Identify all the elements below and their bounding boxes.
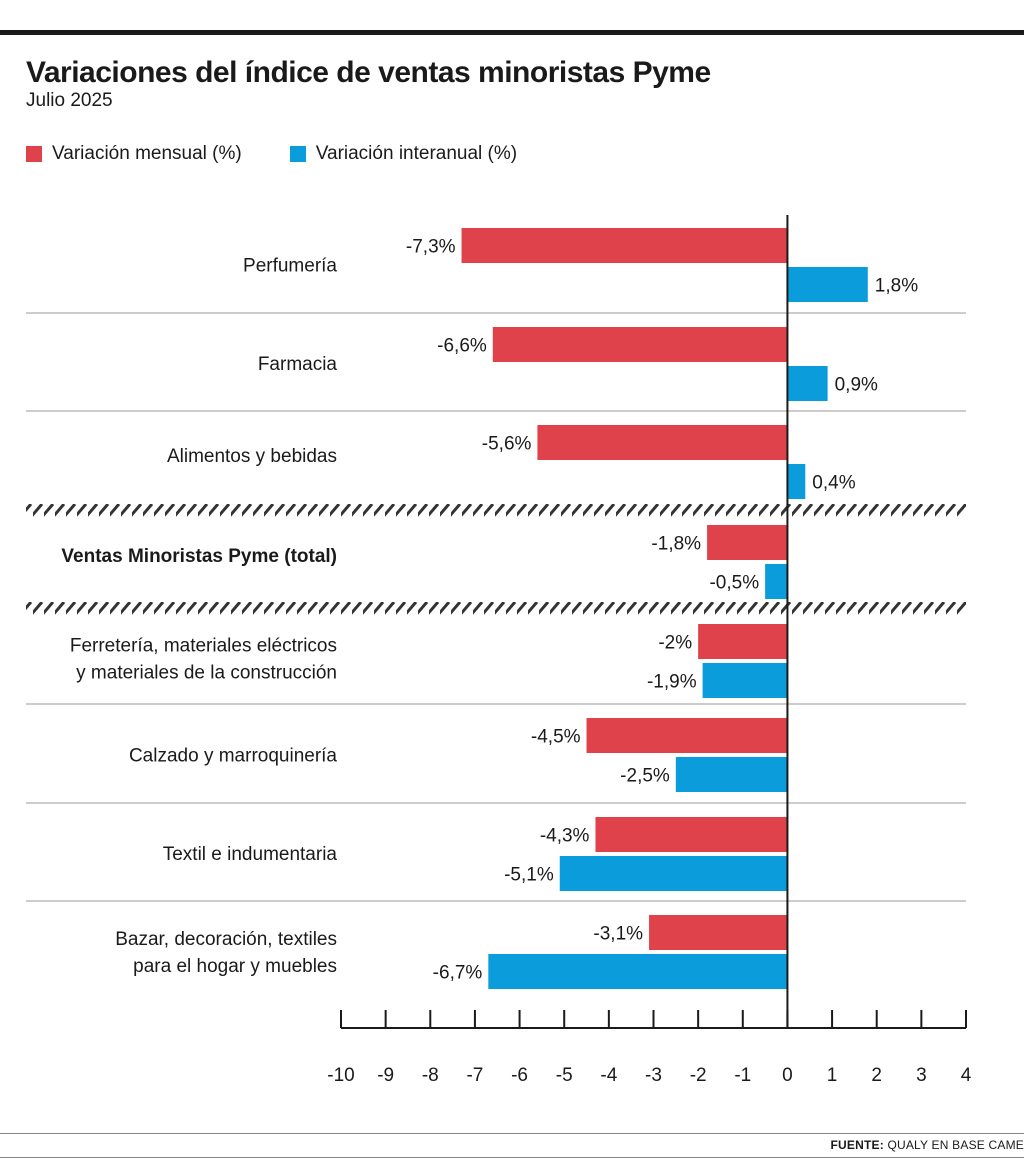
footer-rule-bottom	[0, 1157, 1024, 1158]
x-tick-label: -3	[645, 1065, 662, 1086]
hatched-divider	[26, 503, 966, 517]
legend-swatch-monthly	[26, 146, 42, 162]
data-label: -0,5%	[709, 573, 759, 594]
data-label: -5,1%	[504, 865, 554, 886]
category-label: Ventas Minoristas Pyme (total)	[61, 546, 337, 567]
x-tick-label: -2	[690, 1065, 707, 1086]
x-tick-label: -6	[511, 1065, 528, 1086]
data-label: -1,8%	[651, 534, 701, 555]
x-tick-label: -7	[466, 1065, 483, 1086]
bar	[649, 915, 788, 950]
bar	[461, 228, 788, 263]
bar	[765, 564, 788, 599]
bar	[702, 663, 788, 698]
bar	[787, 464, 806, 499]
source-note: FUENTE: QUALY EN BASE CAME	[831, 1138, 1024, 1152]
category-label: Calzado y marroquinería	[129, 746, 337, 767]
source-text: QUALY EN BASE CAME	[887, 1138, 1024, 1152]
data-label: -4,3%	[540, 826, 590, 847]
bar	[537, 425, 788, 460]
category-label: Perfumería	[243, 256, 337, 277]
legend: Variación mensual (%) Variación interanu…	[26, 143, 565, 165]
bar	[595, 817, 788, 852]
data-label: 1,8%	[875, 276, 918, 297]
legend-label-yearly: Variación interanual (%)	[315, 143, 518, 164]
x-tick-label: 4	[961, 1065, 972, 1086]
x-tick-label: -1	[734, 1065, 751, 1086]
category-label: para el hogar y muebles	[133, 956, 337, 977]
bar	[698, 624, 788, 659]
data-label: -4,5%	[531, 727, 581, 748]
data-label: -7,3%	[406, 237, 456, 258]
bar	[675, 757, 788, 792]
legend-swatch-yearly	[289, 146, 306, 162]
bar	[787, 267, 868, 302]
x-tick-label: -5	[556, 1065, 573, 1086]
footer-rule	[0, 1133, 1024, 1134]
bar	[488, 954, 788, 989]
x-tick-label: 3	[916, 1065, 927, 1086]
category-label: y materiales de la construcción	[76, 663, 337, 684]
legend-item-monthly: Variación mensual (%)	[26, 143, 242, 165]
bar	[787, 366, 828, 401]
x-tick-label: 0	[782, 1065, 793, 1086]
data-label: -5,6%	[482, 434, 532, 455]
data-label: 0,9%	[835, 375, 878, 396]
category-label: Farmacia	[258, 354, 338, 375]
category-label: Ferretería, materiales eléctricos	[70, 636, 337, 657]
source-label: FUENTE:	[830, 1138, 884, 1152]
data-label: -2,5%	[620, 766, 670, 787]
x-tick-label: 1	[827, 1065, 838, 1086]
data-label: -6,7%	[433, 963, 483, 984]
chart-title: Variaciones del índice de ventas minoris…	[26, 56, 711, 89]
x-tick-label: -10	[327, 1065, 354, 1086]
bar	[707, 525, 788, 560]
x-tick-label: -4	[600, 1065, 617, 1086]
x-tick-label: -8	[422, 1065, 439, 1086]
x-tick-label: 2	[871, 1065, 882, 1086]
data-label: -3,1%	[593, 924, 643, 945]
data-label: -6,6%	[437, 336, 487, 357]
category-label: Alimentos y bebidas	[167, 446, 337, 467]
bar	[559, 856, 788, 891]
data-label: -2%	[658, 633, 692, 654]
category-label: Bazar, decoración, textiles	[115, 929, 337, 950]
category-label: Textil e indumentaria	[163, 844, 338, 865]
bar	[492, 327, 788, 362]
hatched-divider	[26, 601, 966, 615]
x-tick-label: -9	[377, 1065, 394, 1086]
bar	[586, 718, 788, 753]
top-rule	[0, 30, 1024, 35]
legend-item-yearly: Variación interanual (%)	[289, 143, 518, 165]
data-label: -1,9%	[647, 672, 697, 693]
chart-subtitle: Julio 2025	[26, 90, 113, 111]
data-label: 0,4%	[812, 473, 855, 494]
legend-label-monthly: Variación mensual (%)	[52, 143, 242, 164]
